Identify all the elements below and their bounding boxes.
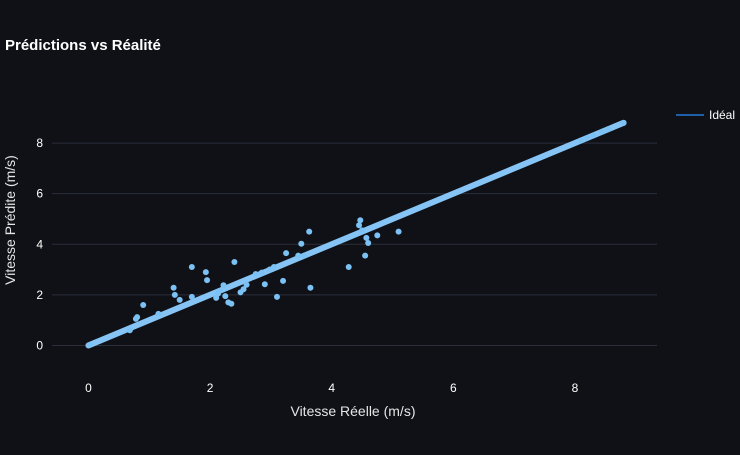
data-point bbox=[261, 281, 268, 288]
legend[interactable]: Idéal bbox=[676, 108, 735, 122]
data-point bbox=[222, 293, 229, 300]
data-point bbox=[170, 284, 177, 291]
data-points bbox=[86, 119, 627, 348]
ideal-line-layer bbox=[85, 119, 627, 349]
data-point bbox=[295, 252, 302, 259]
data-point bbox=[220, 282, 227, 289]
data-point bbox=[599, 128, 606, 135]
data-point bbox=[620, 119, 627, 126]
data-point bbox=[374, 232, 381, 239]
y-tick-label: 0 bbox=[36, 338, 43, 352]
data-point bbox=[306, 228, 313, 235]
data-point bbox=[216, 288, 223, 295]
data-point bbox=[605, 126, 612, 133]
data-point bbox=[365, 239, 372, 246]
data-point bbox=[280, 277, 287, 284]
y-tick-label: 4 bbox=[36, 237, 43, 251]
data-point bbox=[345, 264, 352, 271]
y-tick-label: 6 bbox=[36, 187, 43, 201]
data-point bbox=[577, 137, 584, 144]
data-point bbox=[584, 135, 591, 142]
data-point bbox=[188, 264, 195, 271]
data-point bbox=[231, 258, 238, 265]
x-axis-label: Vitesse Réelle (m/s) bbox=[290, 403, 415, 419]
data-point bbox=[357, 217, 364, 224]
data-point bbox=[228, 300, 235, 307]
data-point bbox=[204, 277, 211, 284]
x-tick-label: 0 bbox=[85, 381, 92, 395]
x-tick-label: 8 bbox=[572, 381, 579, 395]
data-point bbox=[134, 314, 141, 321]
x-tick-label: 6 bbox=[450, 381, 457, 395]
data-point bbox=[363, 234, 370, 241]
y-axis-ticks: 0 2 4 6 8 bbox=[36, 136, 43, 352]
data-point bbox=[171, 291, 178, 298]
data-point bbox=[188, 293, 195, 300]
data-point bbox=[252, 271, 259, 278]
y-axis-label: Vitesse Prédite (m/s) bbox=[2, 155, 18, 285]
data-point bbox=[86, 341, 93, 348]
data-point bbox=[155, 310, 162, 317]
data-point bbox=[202, 269, 209, 276]
y-tick-label: 8 bbox=[36, 136, 43, 150]
data-point bbox=[359, 227, 366, 234]
data-point bbox=[176, 296, 183, 303]
data-point bbox=[126, 327, 133, 334]
data-point bbox=[243, 281, 250, 288]
data-point bbox=[258, 269, 265, 276]
x-tick-label: 4 bbox=[328, 381, 335, 395]
legend-label-ideal: Idéal bbox=[709, 108, 735, 122]
data-point bbox=[590, 132, 597, 139]
chart-title: Prédictions vs Réalité bbox=[5, 37, 161, 54]
gridlines bbox=[52, 142, 657, 346]
data-point bbox=[140, 301, 147, 308]
data-point bbox=[307, 284, 314, 291]
data-point bbox=[356, 222, 363, 229]
data-point bbox=[301, 252, 308, 259]
x-axis-ticks: 0 2 4 6 8 bbox=[85, 381, 578, 395]
y-tick-label: 2 bbox=[36, 288, 43, 302]
data-point bbox=[298, 240, 305, 247]
x-tick-label: 2 bbox=[207, 381, 214, 395]
data-point bbox=[270, 264, 277, 271]
ideal-line bbox=[85, 119, 627, 349]
data-point bbox=[283, 250, 290, 257]
data-point bbox=[273, 293, 280, 300]
data-point bbox=[395, 228, 402, 235]
data-point bbox=[362, 252, 369, 259]
data-point bbox=[240, 286, 247, 293]
